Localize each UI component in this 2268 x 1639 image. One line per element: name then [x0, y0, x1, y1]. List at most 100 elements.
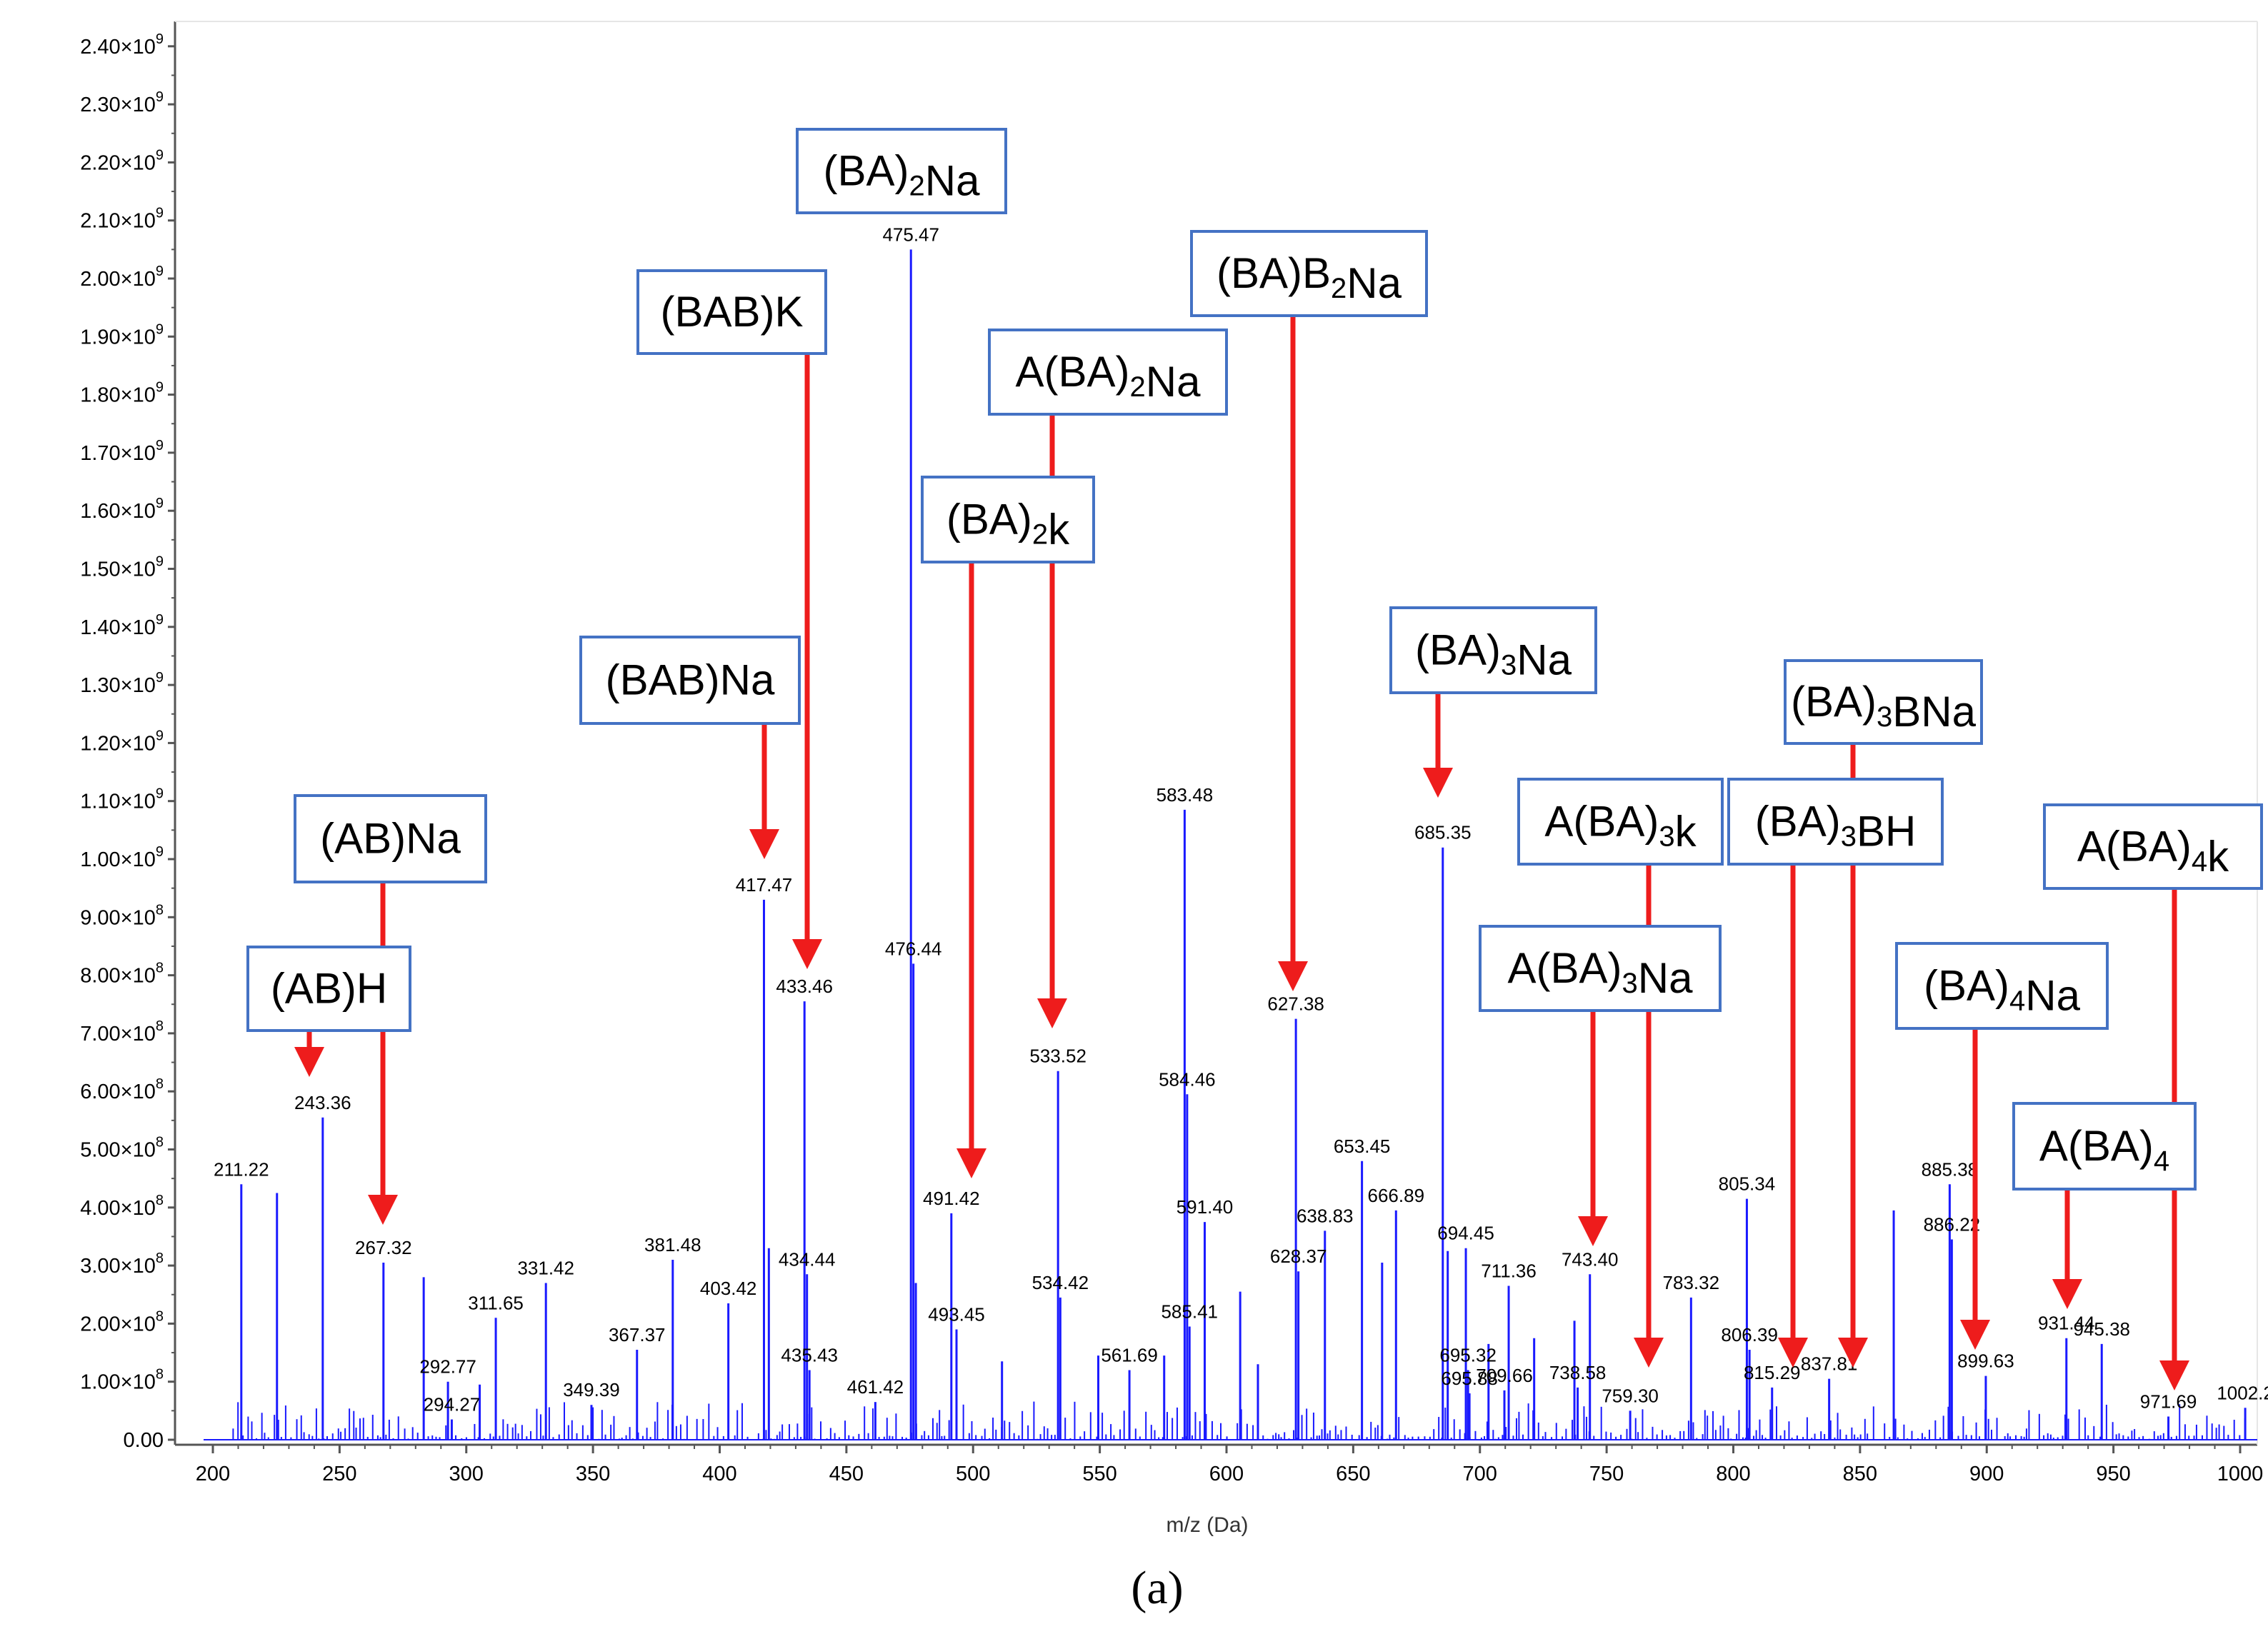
peak-label: 331.42 — [517, 1257, 574, 1278]
x-axis-title: m/z (Da) — [1167, 1513, 1249, 1537]
y-tick-label: 7.00×108 — [80, 1018, 164, 1046]
annotation-label-ab-h: (AB)H — [271, 965, 387, 1013]
peak-label: 805.34 — [1719, 1173, 1776, 1195]
y-tick-label: 2.40×109 — [80, 31, 164, 59]
annotation-box-a-ba4 — [2012, 1102, 2197, 1191]
x-tick-label: 650 — [1336, 1463, 1370, 1485]
annotation-box-a-ba4-k — [2043, 803, 2263, 890]
x-tick-label: 700 — [1463, 1463, 1497, 1485]
peak-label: 685.35 — [1414, 822, 1472, 843]
y-tick-label: 2.20×109 — [80, 147, 164, 174]
annotation-box-ba3-na — [1389, 606, 1597, 694]
annotation-box-ab-h — [246, 946, 411, 1032]
annotation-label-ba4-na: (BA)4Na — [1924, 962, 2081, 1020]
peak-label: 591.40 — [1177, 1196, 1234, 1218]
axes — [174, 21, 2258, 1446]
y-tick-label: 1.00×108 — [80, 1367, 164, 1394]
y-tick-label: 0.00 — [124, 1429, 164, 1452]
y-tick-label: 2.30×109 — [80, 89, 164, 116]
peak-label: 899.63 — [1957, 1350, 2014, 1372]
x-tick-label: 250 — [322, 1463, 356, 1485]
peak-label: 806.39 — [1721, 1324, 1778, 1345]
annotation-label-a-ba3-na: A(BA)3Na — [1508, 944, 1694, 1002]
annotation-label-a-ba4: A(BA)4 — [2039, 1122, 2169, 1177]
peak-label: 491.42 — [923, 1188, 980, 1209]
peak-label: 694.45 — [1437, 1223, 1494, 1244]
annotation-box-a-ba2-na — [988, 329, 1228, 416]
y-tick-label: 1.80×109 — [80, 380, 164, 407]
peak-label: 743.40 — [1562, 1248, 1619, 1270]
y-tick-label: 8.00×108 — [80, 961, 164, 988]
y-tick-label: 1.00×109 — [80, 844, 164, 871]
y-tick-label: 1.20×109 — [80, 728, 164, 755]
peak-label: 584.46 — [1159, 1068, 1216, 1090]
peak-label: 493.45 — [928, 1304, 985, 1325]
y-tick-label: 1.90×109 — [80, 321, 164, 349]
x-tick-label: 1000 — [2217, 1463, 2264, 1485]
y-axis-ticks: 0.00 1.00×108 2.00×108 3.00×108 4.00×108 5.00… — [80, 31, 175, 1452]
peak-label: 653.45 — [1334, 1136, 1391, 1157]
annotation-label-ba2-na: (BA)2Na — [824, 147, 981, 205]
peak-label: 211.22 — [214, 1158, 269, 1180]
peak-label: 759.30 — [1602, 1385, 1659, 1406]
x-tick-label: 950 — [2096, 1463, 2130, 1485]
peak-label: 475.47 — [882, 224, 939, 245]
annotation-boxes: (AB)H (AB)Na (BAB)Na (BAB)K (BA)2Na A(BA)2Na (… — [246, 128, 2263, 1191]
annotation-box-ba-b2-na — [1190, 230, 1428, 317]
y-tick-label: 1.60×109 — [80, 496, 164, 523]
x-tick-label: 450 — [829, 1463, 864, 1485]
annotation-box-bab-k — [636, 269, 827, 355]
peak-label: 585.41 — [1161, 1300, 1218, 1322]
peak-label: 931.44 — [2038, 1313, 2095, 1334]
y-tick-label: 1.30×109 — [80, 670, 164, 697]
y-tick-label: 9.00×108 — [80, 902, 164, 929]
y-tick-label: 1.50×109 — [80, 554, 164, 581]
peak-label: 886.22 — [1924, 1214, 1981, 1235]
x-tick-label: 800 — [1716, 1463, 1750, 1485]
x-tick-label: 750 — [1589, 1463, 1624, 1485]
y-tick-label: 2.00×108 — [80, 1308, 164, 1335]
y-tick-label: 2.00×109 — [80, 264, 164, 291]
annotation-label-bab-k: (BAB)K — [660, 288, 803, 336]
peak-label: 381.48 — [644, 1234, 701, 1255]
annotation-box-ba2-k — [921, 476, 1095, 563]
annotation-label-a-ba4-k: A(BA)4k — [2077, 823, 2229, 881]
annotation-box-bab-na — [579, 636, 801, 725]
x-tick-label: 350 — [576, 1463, 610, 1485]
spectrum-peaks — [240, 249, 2247, 1440]
peak-label: 695.88 — [1441, 1368, 1498, 1389]
peak-labels: 211.22 243.36 267.32 292.77 294.27 311.65 331.… — [214, 224, 2268, 1415]
annotation-box-ab-na — [294, 794, 487, 883]
annotation-label-a-ba2-na: A(BA)2Na — [1016, 348, 1202, 406]
annotation-box-ba2-na — [796, 128, 1007, 214]
peak-label: 367.37 — [609, 1324, 666, 1345]
peak-label: 311.65 — [468, 1292, 524, 1313]
peak-label: 294.27 — [424, 1394, 481, 1415]
annotation-box-ba3-bh — [1727, 778, 1944, 866]
annotation-label-ba3-na: (BA)3Na — [1415, 626, 1572, 684]
x-tick-label: 500 — [956, 1463, 990, 1485]
y-tick-label: 5.00×108 — [80, 1135, 164, 1162]
x-tick-label: 600 — [1209, 1463, 1244, 1485]
x-tick-label: 900 — [1969, 1463, 2004, 1485]
y-tick-label: 1.70×109 — [80, 438, 164, 465]
peak-label: 583.48 — [1157, 784, 1214, 806]
x-tick-label: 400 — [702, 1463, 736, 1485]
peak-label: 435.43 — [781, 1344, 838, 1365]
peak-label: 738.58 — [1549, 1362, 1607, 1383]
peak-label: 417.47 — [736, 874, 793, 896]
peak-label: 533.52 — [1029, 1046, 1086, 1067]
annotation-box-ba3-bna — [1784, 659, 1983, 745]
annotation-label-ba3-bh: (BA)3BH — [1755, 798, 1917, 856]
annotation-label-ba2-k: (BA)2k — [946, 496, 1070, 553]
peak-label: 461.42 — [847, 1376, 904, 1398]
annotation-label-ba3-bna: (BA)3BNa — [1791, 678, 1977, 736]
x-tick-label: 200 — [196, 1463, 230, 1485]
peak-label: 561.69 — [1101, 1344, 1158, 1365]
peak-label: 837.81 — [1801, 1353, 1858, 1375]
y-tick-label: 1.40×109 — [80, 612, 164, 639]
peak-label: 628.37 — [1270, 1245, 1327, 1267]
x-tick-label: 550 — [1082, 1463, 1116, 1485]
annotation-label-bab-na: (BAB)Na — [606, 656, 775, 704]
